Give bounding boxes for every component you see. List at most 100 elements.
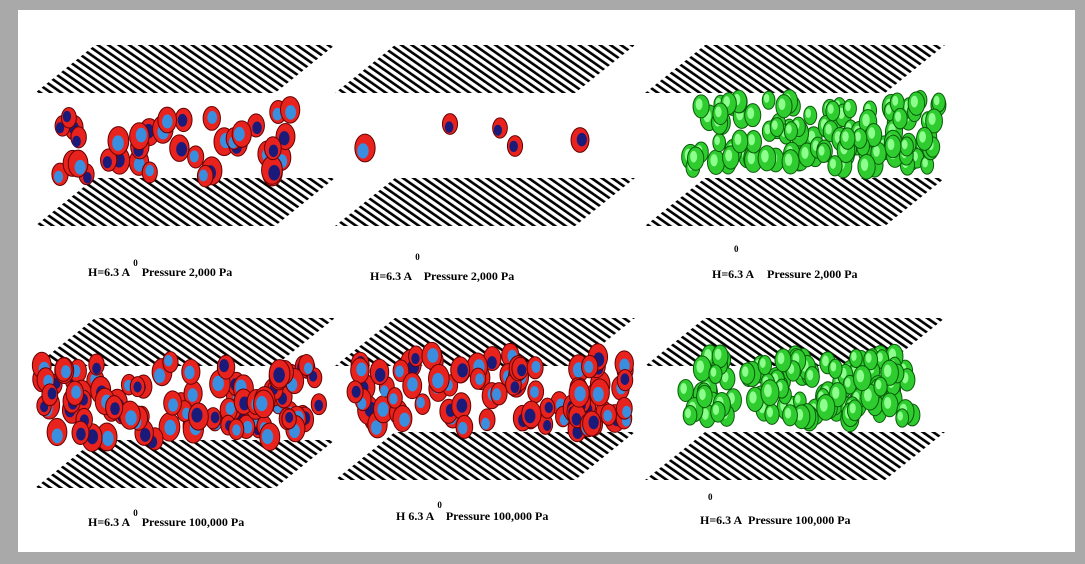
molecule-highlight — [873, 146, 880, 157]
molecule-core — [603, 410, 612, 422]
molecule-core — [190, 150, 199, 162]
molecule-core — [178, 114, 188, 127]
molecule-core — [184, 366, 194, 380]
molecule-core — [125, 410, 136, 425]
molecule-core — [285, 412, 293, 423]
molecule-highlight — [828, 104, 834, 114]
molecule-core — [75, 160, 86, 175]
molecule-highlight — [820, 399, 828, 412]
molecule-core — [133, 381, 141, 392]
molecule-highlight — [795, 394, 800, 403]
caption-pressure: Pressure 100,000 Pa — [748, 513, 851, 527]
molecule-highlight — [779, 98, 786, 110]
molecule-core — [252, 122, 261, 135]
molecule-highlight — [778, 353, 785, 364]
molecule-core — [164, 420, 176, 436]
molecule-highlight — [764, 124, 770, 134]
molecule-core — [243, 421, 253, 434]
molecule-core — [191, 408, 202, 423]
molecule-core — [110, 402, 120, 415]
molecule-core — [168, 398, 178, 411]
caption-superscript: 0 — [415, 252, 420, 262]
molecule-core — [76, 428, 86, 441]
molecule-core — [457, 398, 468, 412]
molecule-highlight — [830, 362, 836, 372]
molecule-core — [154, 368, 165, 383]
molecule-core — [389, 393, 397, 404]
molecule-highlight — [772, 120, 778, 130]
molecule-core — [589, 416, 599, 430]
molecule-core — [494, 125, 502, 136]
molecule-highlight — [714, 136, 719, 145]
molecule-highlight — [851, 352, 856, 361]
molecule-core — [395, 365, 404, 377]
molecule-highlight — [862, 114, 869, 126]
molecule-core — [487, 356, 497, 369]
molecule-core — [72, 136, 81, 148]
molecule-highlight — [696, 360, 704, 373]
molecule-core — [511, 381, 520, 393]
molecule-core — [314, 400, 323, 411]
molecule-highlight — [928, 113, 935, 125]
molecule-highlight — [842, 131, 848, 142]
molecule-highlight — [919, 131, 926, 142]
molecule-core — [584, 361, 593, 373]
molecule-core — [530, 386, 539, 398]
molecule-highlight — [892, 96, 898, 106]
molecule-core — [411, 353, 419, 364]
molecule-core — [593, 387, 604, 402]
molecule-highlight — [764, 94, 769, 103]
molecule-highlight — [825, 124, 831, 135]
caption-height: H=6.3 A — [88, 265, 131, 279]
molecule-core — [458, 422, 467, 435]
caption-pressure: Pressure 100,000 Pa — [142, 515, 245, 529]
molecule-highlight — [888, 139, 895, 150]
caption-height: H=6.3 A — [712, 267, 755, 281]
molecule-highlight — [830, 159, 836, 169]
molecule-core — [273, 367, 285, 382]
molecule-highlight — [710, 154, 717, 166]
molecule-core — [262, 429, 273, 444]
molecule-core — [162, 115, 172, 129]
molecule-highlight — [884, 397, 891, 409]
molecule-core — [377, 402, 388, 417]
molecule-highlight — [748, 134, 755, 145]
molecule-highlight — [897, 411, 902, 420]
caption-height: H=6.3 A — [88, 515, 131, 529]
molecule-highlight — [711, 367, 717, 376]
molecule-highlight — [685, 408, 691, 418]
molecule-core — [427, 348, 438, 363]
molecule-highlight — [884, 365, 892, 378]
molecule-highlight — [832, 387, 839, 399]
caption-height: H=6.3 A — [700, 513, 743, 527]
molecule-highlight — [764, 384, 772, 397]
molecule-core — [63, 111, 71, 122]
molecule-highlight — [761, 150, 769, 163]
molecule-highlight — [934, 96, 940, 105]
molecule-core — [176, 142, 187, 157]
molecule-core — [92, 363, 101, 375]
caption-pressure: Pressure 2,000 Pa — [424, 269, 515, 283]
caption-superscript: 0 — [734, 244, 739, 254]
molecule-core — [399, 413, 410, 427]
molecule-highlight — [715, 106, 721, 117]
molecule-highlight — [845, 102, 851, 111]
molecule-highlight — [747, 107, 754, 118]
molecule-highlight — [857, 370, 865, 383]
molecule-highlight — [785, 408, 791, 419]
molecule-highlight — [767, 407, 773, 417]
molecule-core — [54, 171, 63, 183]
molecule-highlight — [735, 134, 742, 145]
molecule-highlight — [866, 353, 872, 363]
molecule-highlight — [715, 349, 722, 360]
molecule-highlight — [742, 366, 748, 377]
caption-pressure: Pressure 2,000 Pa — [142, 265, 233, 279]
molecule-highlight — [807, 370, 813, 380]
molecule-core — [136, 128, 147, 143]
molecule-core — [52, 428, 63, 443]
molecule-core — [102, 431, 113, 446]
molecule-core — [621, 373, 630, 385]
molecule-core — [357, 143, 368, 158]
molecule-highlight — [895, 112, 901, 122]
molecule-core — [545, 402, 553, 413]
